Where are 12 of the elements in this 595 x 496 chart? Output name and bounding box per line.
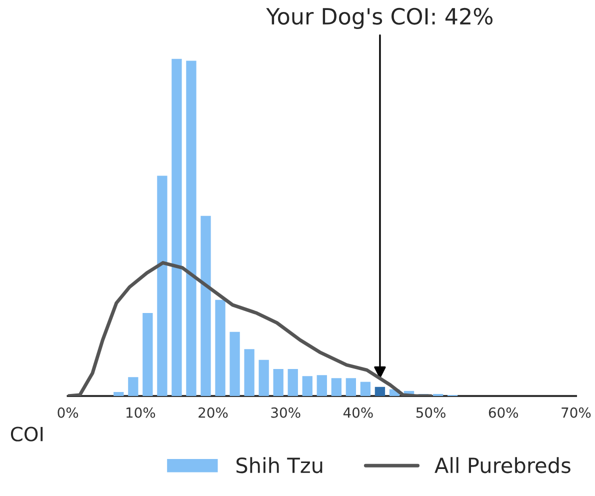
x-tick-label: 50% <box>416 407 446 418</box>
legend-label: Shih Tzu <box>236 457 322 474</box>
x-tick-label: 70% <box>562 407 591 418</box>
annotation: Your Dog's COI: 42% <box>266 8 493 30</box>
x-tick-label: 20% <box>198 407 228 418</box>
x-tick-label: 30% <box>271 407 300 418</box>
legend-label: All Purebreds <box>434 457 570 474</box>
x-tick-label: 60% <box>488 407 518 418</box>
x-tick-label: 0% <box>58 407 78 418</box>
x-axis-title: COI <box>10 426 43 442</box>
x-tick-label: 40% <box>343 407 373 418</box>
x-tick-label: 10% <box>126 407 156 418</box>
